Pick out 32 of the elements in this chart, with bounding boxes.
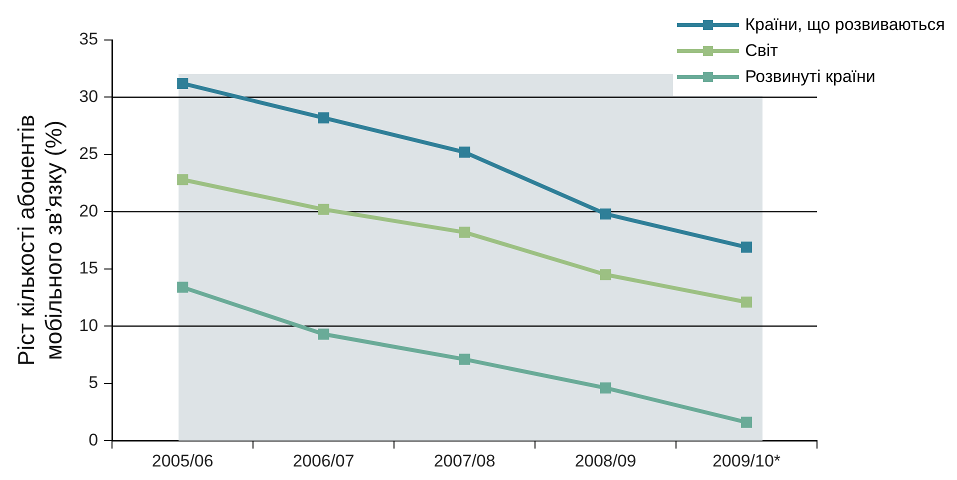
point bbox=[318, 204, 330, 215]
y-tick-label: 20 bbox=[79, 201, 98, 220]
point bbox=[459, 354, 470, 365]
point bbox=[459, 226, 470, 238]
point bbox=[600, 208, 612, 220]
x-tick-label: 2007/08 bbox=[434, 451, 496, 470]
legend-label: Розвинуті країни bbox=[745, 66, 876, 88]
y-tick-label: 30 bbox=[79, 86, 98, 106]
point bbox=[740, 416, 752, 428]
point bbox=[177, 174, 188, 186]
point bbox=[459, 146, 470, 158]
x-tick-label: 2006/07 bbox=[292, 451, 354, 470]
y-tick-label: 25 bbox=[79, 144, 98, 164]
legend-label: Країни, що розвиваються bbox=[745, 14, 945, 36]
point bbox=[318, 328, 330, 340]
y-tick-label: 10 bbox=[79, 316, 98, 335]
y-tick-label: 15 bbox=[79, 258, 98, 278]
point bbox=[740, 296, 752, 308]
x-tick-label: 2009/10* bbox=[712, 451, 781, 470]
x-tick-label: 2008/09 bbox=[574, 451, 636, 470]
y-tick-label: 5 bbox=[88, 373, 98, 392]
y-tick-label: 35 bbox=[79, 30, 98, 49]
legend-label: Світ bbox=[745, 40, 778, 62]
y-axis-title: Ріст кількості абонентів мобільного зв’язку (%) bbox=[13, 114, 67, 366]
y-tick-label: 0 bbox=[88, 430, 98, 450]
point bbox=[318, 112, 330, 124]
point bbox=[600, 269, 612, 280]
point bbox=[177, 282, 188, 293]
point bbox=[740, 242, 752, 253]
point bbox=[177, 78, 188, 90]
point bbox=[600, 382, 612, 394]
x-tick-label: 2005/06 bbox=[152, 451, 214, 470]
